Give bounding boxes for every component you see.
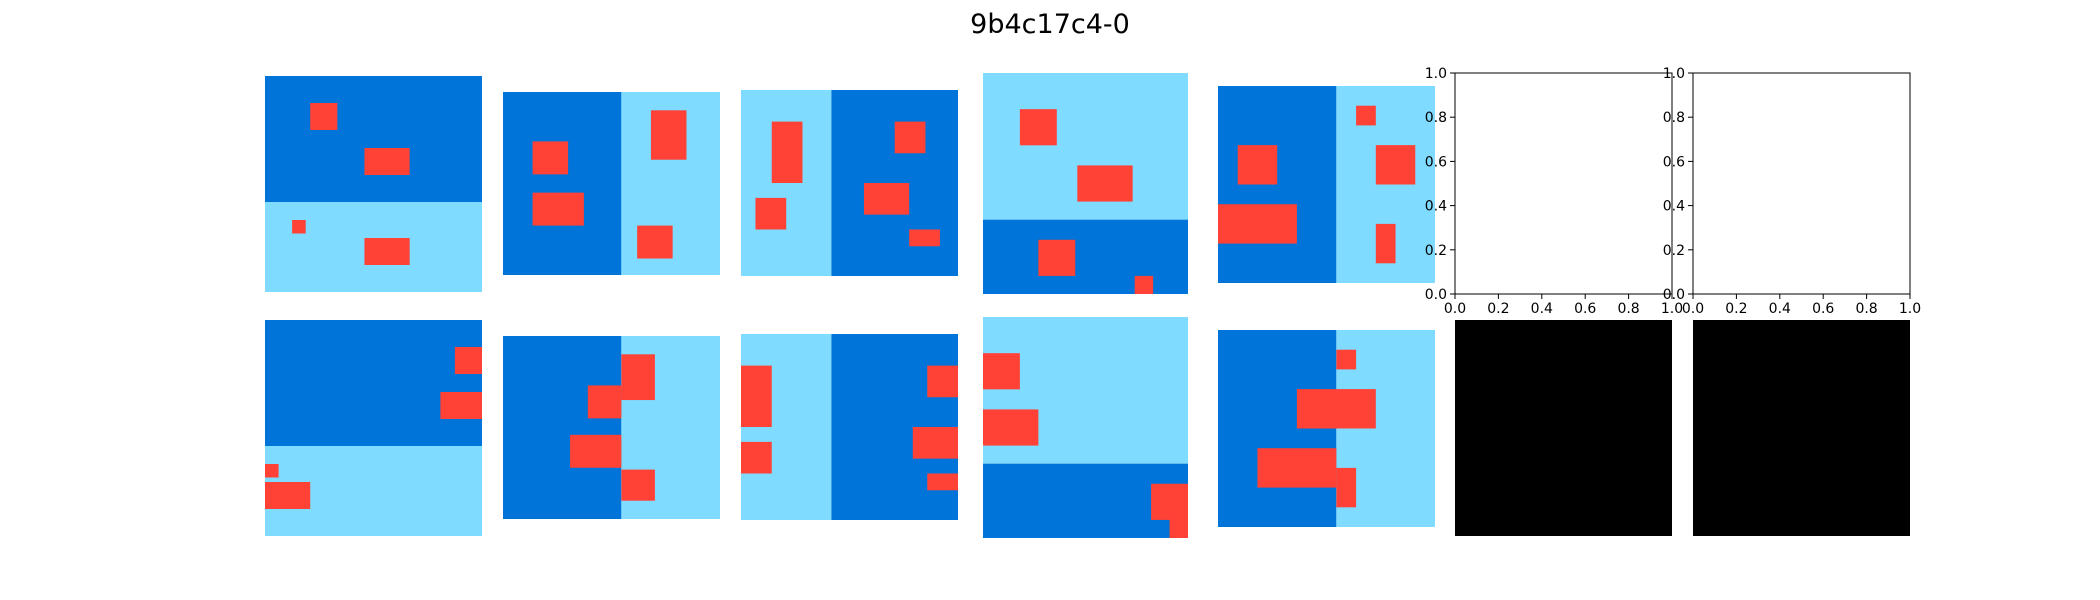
test-output-1 [1455, 320, 1672, 536]
red-block [440, 392, 482, 419]
x-tick-label: 0.6 [1574, 301, 1596, 317]
x-tick-label: 0.8 [1855, 301, 1877, 317]
pair-2-input [503, 92, 720, 275]
red-block [863, 183, 910, 215]
grid-panels [265, 73, 1435, 538]
red-block [1134, 275, 1154, 294]
background-region [503, 336, 622, 519]
axes-frame [1454, 72, 1673, 295]
pair-3-input [741, 90, 958, 276]
x-tick-label: 0.4 [1769, 301, 1791, 317]
red-block [364, 238, 410, 265]
background-region [265, 76, 482, 202]
background-region [265, 320, 482, 446]
y-tick-label: 0.8 [1425, 110, 1447, 126]
x-tick-label: 1.0 [1661, 301, 1683, 317]
axes-frame [1692, 72, 1911, 295]
x-tick-label: 0.0 [1682, 301, 1704, 317]
x-tick-label: 0.4 [1531, 301, 1553, 317]
red-block [741, 365, 772, 427]
background-region [503, 92, 622, 275]
red-block [1375, 145, 1416, 185]
y-tick-label: 0.0 [1663, 287, 1685, 303]
y-tick-label: 0.4 [1663, 199, 1685, 215]
x-tick-label: 0.2 [1725, 301, 1747, 317]
red-block [364, 148, 410, 175]
red-block [587, 385, 622, 419]
red-block [912, 427, 958, 459]
x-tick-label: 0.0 [1444, 301, 1466, 317]
pair-4-output [983, 317, 1188, 538]
red-block [1019, 109, 1057, 146]
red-block [755, 197, 787, 230]
pair-5-output [1218, 330, 1435, 527]
x-tick-label: 1.0 [1899, 301, 1921, 317]
y-tick-label: 1.0 [1663, 66, 1685, 82]
red-block [650, 110, 687, 160]
red-block [1218, 204, 1297, 244]
red-block [265, 464, 279, 478]
red-block [1356, 105, 1376, 126]
x-tick-label: 0.2 [1487, 301, 1509, 317]
empty-axes-1: 0.00.00.20.20.40.40.60.60.80.81.01.0 [1425, 66, 1683, 317]
red-block [741, 441, 772, 474]
red-block [532, 192, 584, 226]
x-tick-label: 0.6 [1812, 301, 1834, 317]
red-block [454, 347, 482, 374]
red-block [1237, 145, 1278, 185]
black-panels [1455, 320, 1910, 536]
red-block [532, 141, 569, 175]
y-tick-label: 0.8 [1663, 110, 1685, 126]
pair-4-input [983, 73, 1188, 294]
red-block [927, 473, 958, 491]
y-tick-label: 0.2 [1663, 243, 1685, 259]
background-region [983, 219, 1188, 294]
pair-3-output [741, 334, 958, 520]
red-block [1336, 349, 1357, 370]
red-block [983, 353, 1020, 390]
pair-5-input [1218, 86, 1435, 283]
red-block [1375, 223, 1396, 264]
red-block [894, 121, 926, 154]
red-block [1038, 239, 1076, 276]
pair-1-output [265, 320, 482, 536]
red-block [570, 434, 622, 468]
empty-axes-panels: 0.00.00.20.20.40.40.60.60.80.81.01.00.00… [1425, 66, 1921, 317]
pair-2-output [503, 336, 720, 519]
red-block [292, 220, 306, 234]
red-block [265, 482, 311, 509]
red-block [909, 229, 940, 247]
y-tick-label: 0.4 [1425, 199, 1447, 215]
red-block [1257, 448, 1337, 488]
y-tick-label: 0.0 [1425, 287, 1447, 303]
red-block [1296, 389, 1376, 429]
red-block [621, 469, 655, 501]
figure-title: 9b4c17c4-0 [970, 9, 1130, 40]
red-block [983, 409, 1039, 446]
pair-1-input [265, 76, 482, 292]
red-block [927, 365, 958, 398]
red-block [1336, 467, 1357, 508]
y-tick-label: 1.0 [1425, 66, 1447, 82]
x-tick-label: 0.8 [1617, 301, 1639, 317]
y-tick-label: 0.6 [1425, 154, 1447, 170]
red-block [310, 103, 338, 130]
red-block [637, 225, 673, 259]
test-output-2 [1693, 320, 1910, 536]
red-block [1169, 501, 1188, 538]
y-tick-label: 0.2 [1425, 243, 1447, 259]
red-block [1077, 165, 1133, 202]
empty-axes-2: 0.00.0 0.2 0.2 0.4 0.4 0.6 0.6 0.8 0.8 1.0 1.0 [1663, 66, 1921, 317]
red-block [771, 121, 803, 183]
red-block [621, 354, 655, 401]
y-tick-label: 0.6 [1663, 154, 1685, 170]
